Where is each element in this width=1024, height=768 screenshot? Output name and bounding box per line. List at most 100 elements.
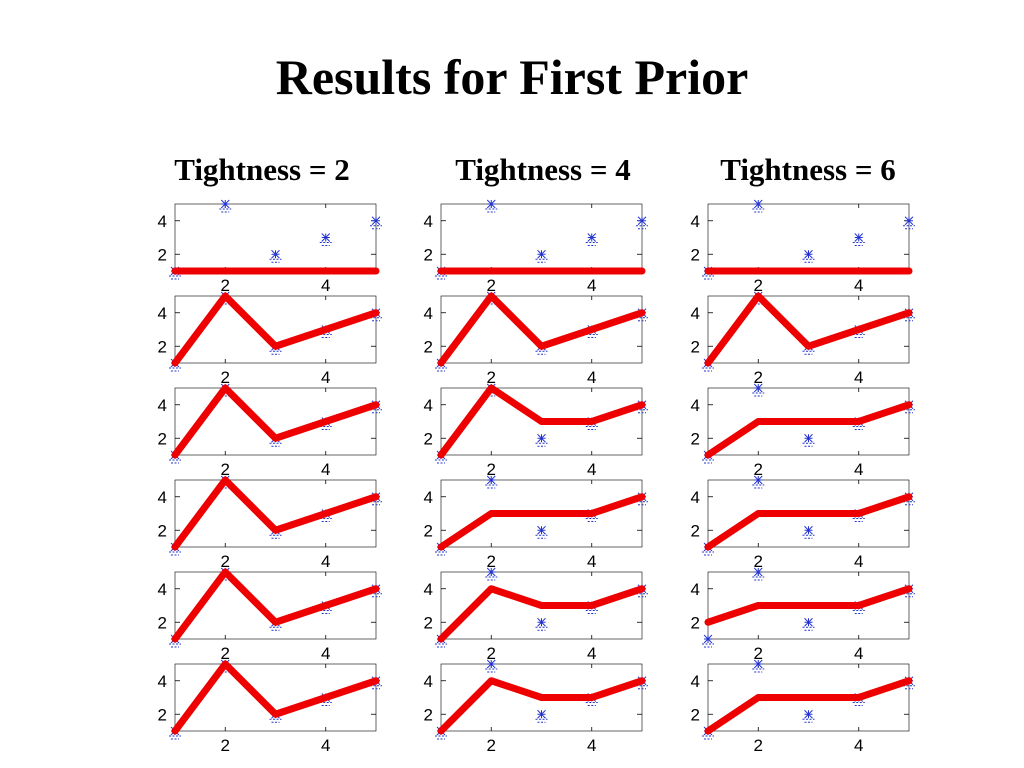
x-tick-label-r4-c2: 4 (587, 552, 596, 571)
data-marker-r1-c3-2 (752, 200, 764, 212)
data-marker-r1-c1-2 (219, 200, 231, 212)
x-tick-label-r5-c1: 4 (321, 644, 330, 663)
panel-frame-r2-c2 (441, 296, 642, 363)
panel-frame-r6-c1 (175, 664, 376, 731)
fit-line-r6-c3 (708, 681, 909, 731)
x-tick-label-r2-c3: 4 (854, 368, 863, 387)
fit-line-r5-c3 (708, 589, 909, 623)
y-tick-label-r3-c1: 4 (158, 396, 167, 415)
x-tick-label-r2-c2: 4 (587, 368, 596, 387)
y-tick-label-r1-c3: 4 (691, 212, 700, 231)
y-tick-label-r3-c2: 2 (424, 429, 433, 448)
x-tick-label-r4-c3: 4 (854, 552, 863, 571)
panel-frame-r1-c2 (441, 204, 642, 271)
y-tick-label-r1-c2: 2 (424, 245, 433, 264)
fit-line-r3-c2 (441, 388, 642, 455)
fit-line-r5-c2 (441, 589, 642, 639)
y-tick-label-r2-c2: 2 (424, 337, 433, 356)
x-tick-label-r4-c1: 4 (321, 552, 330, 571)
x-tick-label-r6-c1: 4 (321, 736, 330, 755)
fit-line-r6-c1 (175, 664, 376, 731)
y-tick-label-r5-c3: 2 (691, 613, 700, 632)
y-tick-label-r3-c3: 4 (691, 396, 700, 415)
y-tick-label-r3-c1: 2 (158, 429, 167, 448)
x-tick-label-r5-c3: 4 (854, 644, 863, 663)
x-tick-label-r1-c1: 4 (321, 276, 330, 295)
data-marker-r1-c1-3 (270, 250, 282, 262)
y-tick-label-r1-c3: 2 (691, 245, 700, 264)
panel-frame-r5-c1 (175, 572, 376, 639)
fit-line-r3-c1 (175, 388, 376, 455)
y-tick-label-r4-c3: 2 (691, 521, 700, 540)
data-marker-r1-c2-3 (536, 250, 548, 262)
data-marker-r4-c3-3 (803, 526, 815, 538)
data-marker-r6-c2-3 (536, 710, 548, 722)
small-multiples-grid: 2 4 2 4 2 4 2 4 2 4 2 4 2 4 2 4 2 4 2 4 2 4 2 4 2 4 2 4 2 4 2 4 2 4 2 4 2 4 2 4… (0, 0, 1024, 768)
data-marker-r5-c3-3 (803, 618, 815, 630)
fit-line-r4-c2 (441, 497, 642, 547)
y-tick-label-r5-c2: 4 (424, 580, 433, 599)
data-marker-r5-c2-3 (536, 618, 548, 630)
y-tick-label-r6-c3: 2 (691, 705, 700, 724)
x-tick-label-r6-c2: 2 (487, 736, 496, 755)
x-tick-label-r3-c1: 4 (321, 460, 330, 479)
y-tick-label-r3-c3: 2 (691, 429, 700, 448)
y-tick-label-r4-c1: 2 (158, 521, 167, 540)
x-tick-label-r3-c3: 4 (854, 460, 863, 479)
data-marker-r6-c3-3 (803, 710, 815, 722)
y-tick-label-r4-c3: 4 (691, 488, 700, 507)
fit-line-r2-c1 (175, 296, 376, 363)
fit-line-r4-c3 (708, 497, 909, 547)
x-tick-label-r5-c2: 4 (587, 644, 596, 663)
fit-line-r2-c3 (708, 296, 909, 363)
data-marker-r3-c3-3 (803, 434, 815, 446)
y-tick-label-r4-c2: 2 (424, 521, 433, 540)
x-tick-label-r1-c3: 4 (854, 276, 863, 295)
y-tick-label-r2-c3: 2 (691, 337, 700, 356)
y-tick-label-r5-c1: 4 (158, 580, 167, 599)
panel-frame-r2-c3 (708, 296, 909, 363)
panel-frame-r1-c3 (708, 204, 909, 271)
fit-line-r3-c3 (708, 405, 909, 455)
data-marker-r5-c3-1 (702, 635, 714, 647)
fit-line-r4-c1 (175, 480, 376, 547)
y-tick-label-r5-c3: 4 (691, 580, 700, 599)
y-tick-label-r3-c2: 4 (424, 396, 433, 415)
x-tick-label-r6-c3: 4 (854, 736, 863, 755)
y-tick-label-r1-c2: 4 (424, 212, 433, 231)
fit-line-r5-c1 (175, 572, 376, 639)
x-tick-label-r6-c1: 2 (221, 736, 230, 755)
x-tick-label-r6-c3: 2 (754, 736, 763, 755)
x-tick-label-r3-c2: 4 (587, 460, 596, 479)
y-tick-label-r6-c2: 4 (424, 672, 433, 691)
y-tick-label-r5-c2: 2 (424, 613, 433, 632)
panel-frame-r3-c1 (175, 388, 376, 455)
panel-frame-r1-c1 (175, 204, 376, 271)
data-marker-r3-c2-3 (536, 434, 548, 446)
data-marker-r1-c1-4 (320, 234, 332, 246)
y-tick-label-r4-c1: 4 (158, 488, 167, 507)
data-marker-r1-c2-4 (586, 234, 598, 246)
data-marker-r1-c3-3 (803, 250, 815, 262)
y-tick-label-r4-c2: 4 (424, 488, 433, 507)
y-tick-label-r1-c1: 2 (158, 245, 167, 264)
y-tick-label-r6-c3: 4 (691, 672, 700, 691)
fit-line-r2-c2 (441, 296, 642, 363)
x-tick-label-r1-c2: 4 (587, 276, 596, 295)
x-tick-label-r2-c1: 4 (321, 368, 330, 387)
y-tick-label-r6-c1: 4 (158, 672, 167, 691)
panel-frame-r4-c1 (175, 480, 376, 547)
panel-frame-r2-c1 (175, 296, 376, 363)
data-marker-r1-c3-4 (853, 234, 865, 246)
y-tick-label-r1-c1: 4 (158, 212, 167, 231)
data-marker-r4-c2-3 (536, 526, 548, 538)
y-tick-label-r2-c1: 2 (158, 337, 167, 356)
y-tick-label-r5-c1: 2 (158, 613, 167, 632)
data-marker-r1-c2-2 (485, 200, 497, 212)
y-tick-label-r6-c2: 2 (424, 705, 433, 724)
y-tick-label-r2-c2: 4 (424, 304, 433, 323)
fit-line-r6-c2 (441, 681, 642, 731)
y-tick-label-r2-c1: 4 (158, 304, 167, 323)
y-tick-label-r6-c1: 2 (158, 705, 167, 724)
y-tick-label-r2-c3: 4 (691, 304, 700, 323)
